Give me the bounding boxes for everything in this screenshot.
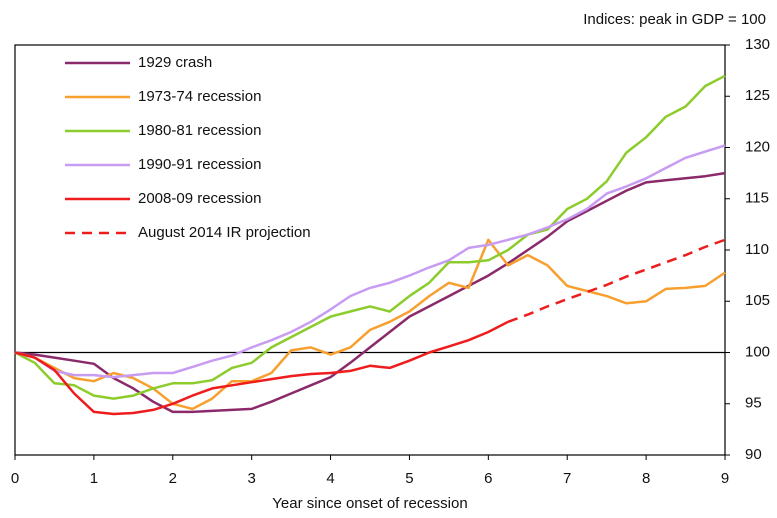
legend-label: 1973-74 recession xyxy=(138,88,261,105)
y-tick-label: 115 xyxy=(745,190,769,207)
legend-label: 1929 crash xyxy=(138,54,212,71)
series-line xyxy=(14,171,726,414)
x-tick-label: 9 xyxy=(721,470,729,487)
x-tick-label: 7 xyxy=(563,470,571,487)
x-tick-label: 3 xyxy=(247,470,255,487)
legend-label: 1990-91 recession xyxy=(138,156,261,173)
series-line xyxy=(14,238,726,411)
x-tick-label: 4 xyxy=(326,470,334,487)
x-tick-label: 1 xyxy=(90,470,98,487)
plot-frame xyxy=(14,44,726,456)
y-tick-label: 90 xyxy=(745,446,762,463)
series-line xyxy=(14,320,509,416)
legend-label: 1980-81 recession xyxy=(138,122,261,139)
series-line xyxy=(14,74,726,400)
y-tick-label: 130 xyxy=(745,36,770,53)
y-tick-label: 120 xyxy=(745,138,770,155)
y-tick-label: 95 xyxy=(745,395,762,412)
y-tick-label: 105 xyxy=(745,292,770,309)
y-tick-label: 125 xyxy=(745,87,770,104)
x-tick-label: 2 xyxy=(169,470,177,487)
subtitle: Indices: peak in GDP = 100 xyxy=(583,11,766,28)
x-tick-label: 8 xyxy=(642,470,650,487)
series-line xyxy=(14,144,726,379)
x-tick-label: 6 xyxy=(484,470,492,487)
y-tick-label: 110 xyxy=(745,241,769,258)
legend-label: 2008-09 recession xyxy=(138,190,261,207)
x-axis-label: Year since onset of recession xyxy=(272,495,467,512)
y-tick-label: 100 xyxy=(745,343,770,360)
x-tick-label: 5 xyxy=(405,470,413,487)
legend-label: August 2014 IR projection xyxy=(138,224,311,241)
series-line xyxy=(507,238,726,323)
x-tick-label: 0 xyxy=(11,470,19,487)
